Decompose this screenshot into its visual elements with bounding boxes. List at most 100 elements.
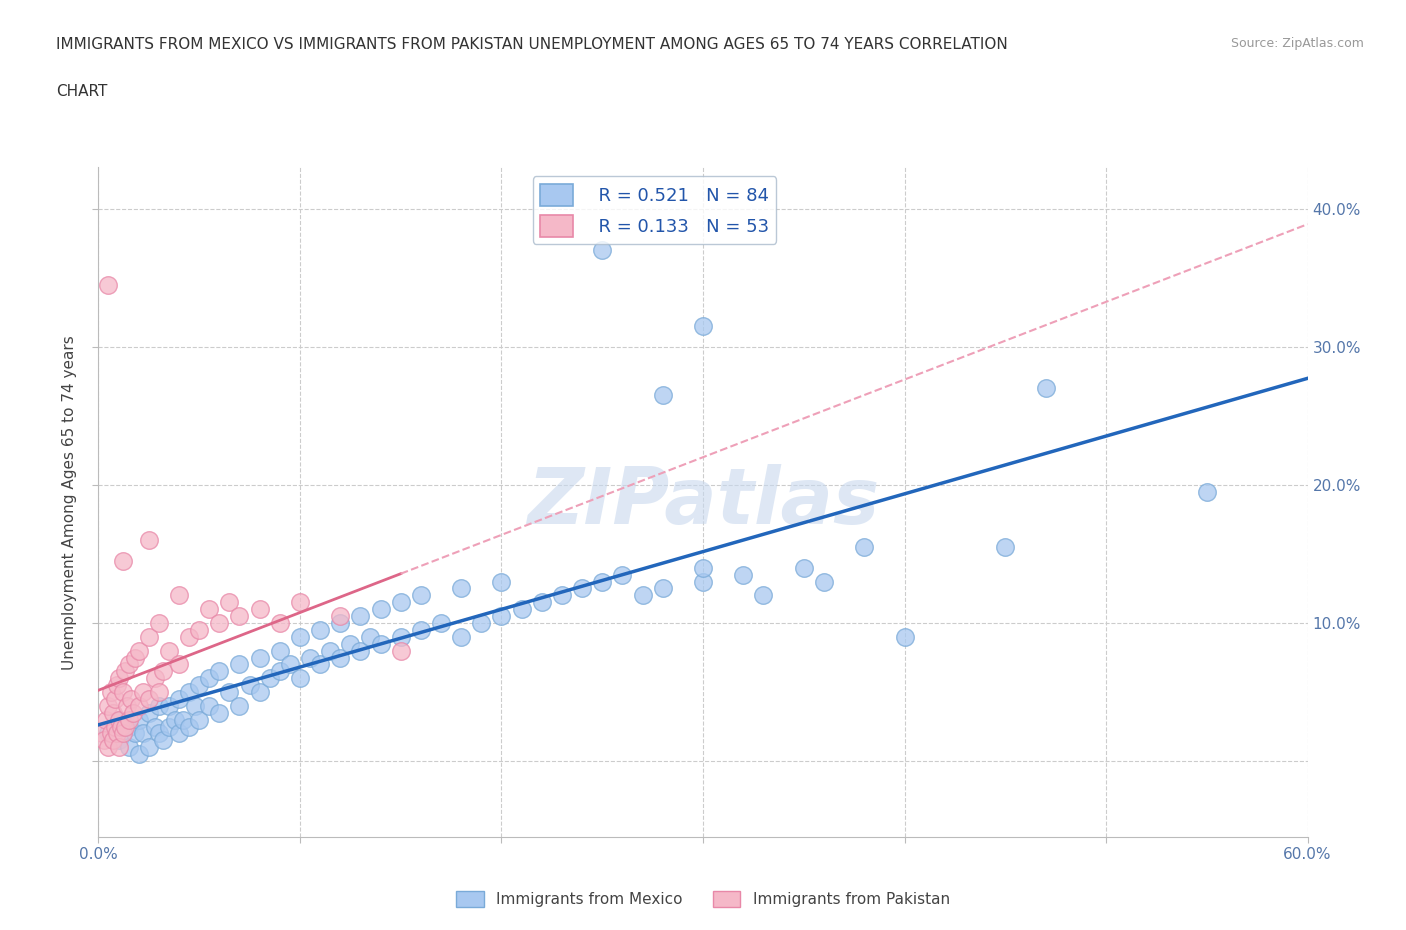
Point xyxy=(103,719,125,734)
Point xyxy=(349,608,371,623)
Point xyxy=(198,671,221,685)
Point xyxy=(692,319,714,334)
Point xyxy=(167,692,190,707)
Point xyxy=(389,644,412,658)
Point xyxy=(299,650,322,665)
Point xyxy=(111,684,134,699)
Point xyxy=(793,561,815,576)
Point xyxy=(100,684,122,699)
Point xyxy=(118,712,141,727)
Point xyxy=(228,698,250,713)
Point xyxy=(115,698,138,713)
Point xyxy=(530,595,553,610)
Point xyxy=(319,644,342,658)
Point xyxy=(288,630,311,644)
Point xyxy=(239,678,262,693)
Point xyxy=(138,740,160,755)
Point xyxy=(208,705,231,720)
Point xyxy=(370,602,392,617)
Point xyxy=(591,243,613,258)
Point xyxy=(157,698,180,713)
Point xyxy=(96,712,118,727)
Point xyxy=(288,671,311,685)
Point xyxy=(100,726,122,741)
Point xyxy=(128,712,150,727)
Point xyxy=(249,650,271,665)
Point xyxy=(228,657,250,671)
Point xyxy=(148,684,170,699)
Point xyxy=(91,726,114,741)
Point xyxy=(491,574,513,589)
Text: CHART: CHART xyxy=(56,84,108,99)
Point xyxy=(143,719,166,734)
Point xyxy=(370,636,392,651)
Point xyxy=(733,567,755,582)
Point xyxy=(120,692,142,707)
Point xyxy=(128,747,150,762)
Point xyxy=(329,616,352,631)
Point xyxy=(188,678,211,693)
Text: IMMIGRANTS FROM MEXICO VS IMMIGRANTS FROM PAKISTAN UNEMPLOYMENT AMONG AGES 65 TO: IMMIGRANTS FROM MEXICO VS IMMIGRANTS FRO… xyxy=(56,37,1008,52)
Point xyxy=(114,664,136,679)
Point xyxy=(179,719,201,734)
Point xyxy=(631,588,654,603)
Point xyxy=(97,726,120,741)
Point xyxy=(132,726,155,741)
Point xyxy=(360,630,382,644)
Point xyxy=(893,630,915,644)
Point xyxy=(188,622,211,637)
Point xyxy=(409,622,432,637)
Point xyxy=(853,539,876,554)
Point xyxy=(110,719,132,734)
Text: ZIPatlas: ZIPatlas xyxy=(527,464,879,540)
Point xyxy=(470,616,492,631)
Point xyxy=(228,608,250,623)
Legend: Immigrants from Mexico, Immigrants from Pakistan: Immigrants from Mexico, Immigrants from … xyxy=(450,884,956,913)
Point xyxy=(103,719,125,734)
Point xyxy=(339,636,361,651)
Point xyxy=(692,561,714,576)
Point xyxy=(103,692,125,707)
Point xyxy=(105,678,128,693)
Y-axis label: Unemployment Among Ages 65 to 74 years: Unemployment Among Ages 65 to 74 years xyxy=(62,335,77,670)
Point xyxy=(101,733,124,748)
Point xyxy=(994,539,1017,554)
Point xyxy=(167,726,190,741)
Point xyxy=(107,712,129,727)
Point xyxy=(124,726,146,741)
Point xyxy=(148,726,170,741)
Point xyxy=(167,588,190,603)
Legend:   R = 0.521   N = 84,   R = 0.133   N = 53: R = 0.521 N = 84, R = 0.133 N = 53 xyxy=(533,177,776,244)
Point xyxy=(101,705,124,720)
Point xyxy=(249,684,271,699)
Point xyxy=(179,684,201,699)
Point xyxy=(269,664,291,679)
Point xyxy=(198,698,221,713)
Point xyxy=(249,602,271,617)
Point xyxy=(97,698,120,713)
Point xyxy=(167,657,190,671)
Point xyxy=(97,277,120,292)
Point xyxy=(1035,381,1057,396)
Point xyxy=(105,726,128,741)
Point xyxy=(148,616,170,631)
Point xyxy=(111,726,134,741)
Point xyxy=(157,644,180,658)
Point xyxy=(278,657,301,671)
Point xyxy=(111,553,134,568)
Point xyxy=(288,595,311,610)
Point xyxy=(107,740,129,755)
Point xyxy=(551,588,574,603)
Point xyxy=(128,698,150,713)
Point xyxy=(152,664,174,679)
Point xyxy=(269,616,291,631)
Point xyxy=(309,657,332,671)
Point xyxy=(450,581,472,596)
Point xyxy=(389,630,412,644)
Point xyxy=(329,608,352,623)
Point xyxy=(97,740,120,755)
Point xyxy=(409,588,432,603)
Point xyxy=(124,650,146,665)
Point xyxy=(269,644,291,658)
Point xyxy=(179,630,201,644)
